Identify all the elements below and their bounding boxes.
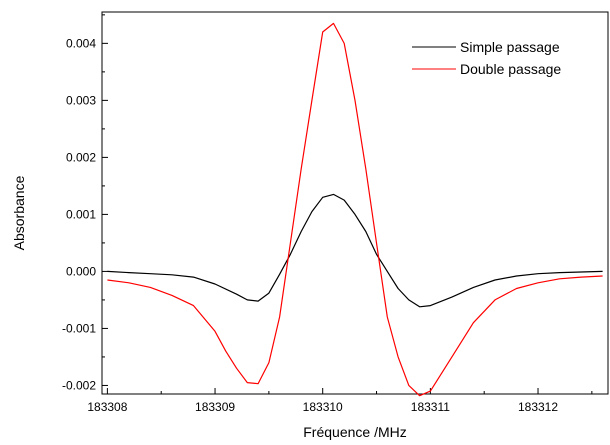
x-tick-label: 183309 xyxy=(195,400,235,414)
x-tick-label: 183310 xyxy=(303,400,343,414)
x-tick-label: 183308 xyxy=(87,400,127,414)
y-tick-label: -0.001 xyxy=(62,321,96,335)
y-axis: -0.002 -0.001 0.000 0.001 0.002 0.003 0.004 xyxy=(62,14,108,392)
legend-label-double-passage: Double passage xyxy=(460,61,561,77)
legend: Simple passage Double passage xyxy=(412,39,561,77)
y-tick-label: 0.003 xyxy=(66,93,96,107)
y-axis-title: Absorbance xyxy=(11,175,27,250)
series-line-double-passage xyxy=(107,22,603,397)
plot-frame xyxy=(101,11,609,395)
x-tick-label: 183311 xyxy=(411,400,450,414)
y-tick-label: -0.002 xyxy=(62,378,96,392)
series-line-simple-passage xyxy=(107,193,603,308)
x-axis: 183308 183309 183310 183311 183312 xyxy=(87,388,593,414)
y-tick-label: 0.001 xyxy=(66,207,96,221)
legend-label-simple-passage: Simple passage xyxy=(460,39,560,55)
x-tick-label: 183312 xyxy=(518,400,558,414)
series-layer xyxy=(107,22,603,397)
y-tick-label: 0.004 xyxy=(66,36,96,50)
y-tick-label: 0.000 xyxy=(66,264,96,278)
x-axis-title: Fréquence /MHz xyxy=(303,424,406,440)
y-tick-label: 0.002 xyxy=(66,150,96,164)
